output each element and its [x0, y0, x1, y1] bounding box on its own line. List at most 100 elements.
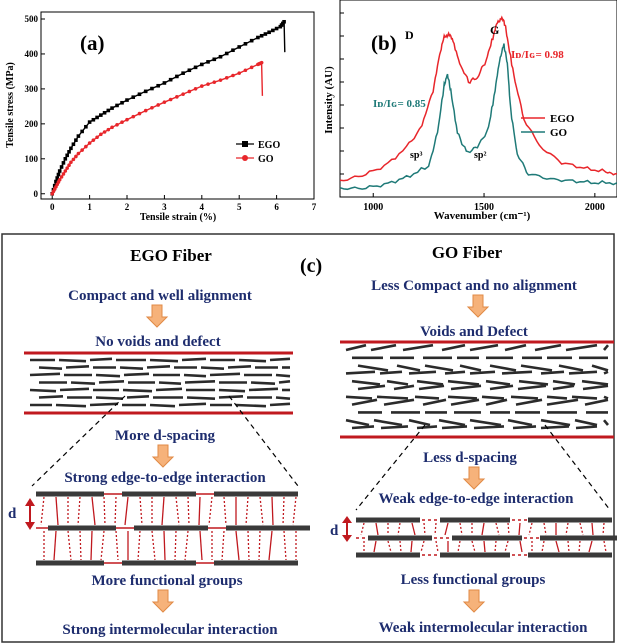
ego-sheet	[29, 388, 57, 393]
annotation-sp2: sp²	[474, 150, 486, 161]
panel-a-point-ego	[102, 110, 107, 115]
go-sheet	[520, 364, 553, 372]
go-sheet	[380, 425, 409, 430]
interlayer-link	[271, 496, 274, 526]
go-sheet	[447, 379, 480, 386]
go-sheet	[441, 425, 468, 430]
go-sheet	[345, 343, 367, 352]
panel-a-point-go	[212, 80, 217, 84]
go-sheet	[408, 418, 431, 427]
ego-title: EGO Fiber	[130, 246, 212, 265]
interlayer-link	[434, 522, 437, 536]
ego-sheet	[227, 365, 252, 369]
go-sheet	[393, 384, 415, 391]
go-arrow-3	[462, 589, 486, 613]
interlayer-link	[459, 522, 463, 536]
panel-a-point-ego	[282, 19, 286, 24]
ego-sheet	[250, 381, 276, 385]
go-sheet	[504, 343, 527, 352]
panel-a-ytick-label: 200	[25, 119, 39, 129]
ego-sheet	[95, 373, 121, 378]
panel-a-frame	[40, 11, 315, 200]
interlayer-link	[223, 496, 227, 526]
go-sheet	[450, 398, 480, 406]
go-sheet	[386, 379, 409, 386]
ego-sheet	[269, 402, 291, 407]
go-sheet	[376, 395, 409, 400]
panel-a-point-go	[200, 84, 204, 88]
go-d-arrow	[342, 516, 352, 542]
ego-sheet	[181, 357, 207, 362]
panel-a-point-ego	[56, 172, 61, 177]
annotation-ratio-ego: Iᴅ/Iɢ= 0.98	[511, 49, 564, 61]
ego-sheet	[58, 358, 87, 363]
panel-a-point-go	[224, 76, 229, 80]
interlayer-link	[163, 530, 166, 561]
interlayer-link	[79, 530, 82, 561]
panel-a-point-go	[243, 68, 248, 73]
go-sheet	[357, 384, 386, 391]
go-sheet	[603, 395, 609, 400]
go-sheet	[416, 425, 438, 430]
ego-sheet	[238, 358, 267, 363]
ego-sheet	[218, 395, 244, 399]
ego-sheet	[278, 380, 291, 384]
panel-a-point-ego	[80, 129, 84, 134]
ego-aligned-sheets	[29, 357, 291, 408]
ego-sheet	[70, 381, 96, 385]
panel-a-point-ego	[67, 150, 71, 154]
go-sheet	[444, 370, 466, 375]
panel-a-point-go	[80, 148, 84, 152]
go-sheet	[558, 364, 584, 372]
panel-a-point-go	[168, 97, 173, 102]
panel-a-point-ego	[106, 108, 111, 113]
go-sheet	[379, 370, 403, 375]
panel-a-ytick-label: 0	[34, 189, 39, 199]
panel-a-point-ego	[200, 62, 204, 67]
interlayer-link	[444, 522, 449, 536]
go-zoom-left	[355, 424, 426, 511]
panel-a-xtick-label: 2	[125, 202, 130, 212]
go-sheet	[603, 370, 609, 375]
ego-sheet	[200, 366, 225, 370]
panel-a-point-ego	[274, 26, 279, 31]
legend-ego: EGO	[258, 140, 280, 151]
panel-a-point-go	[61, 172, 66, 176]
panel-a-point-ego	[99, 113, 103, 117]
panel-a-xtick-label: 6	[274, 202, 279, 212]
go-sheet	[351, 425, 375, 430]
panel-a-xtick-label: 3	[162, 202, 167, 212]
panel-b-xtick-label: 2000	[585, 202, 605, 213]
panel-b-xtick-label: 1000	[363, 202, 383, 213]
panel-b-ylabel: Intensity (AU)	[323, 66, 335, 134]
interlayer-link	[67, 530, 72, 561]
go-sheet	[510, 395, 539, 400]
go-sheet	[422, 398, 447, 406]
panel-b-series-line-ego	[339, 15, 617, 182]
go-arrow-2	[462, 466, 486, 490]
ego-sheet	[119, 366, 144, 370]
panel-a-point-ego	[224, 51, 229, 56]
interlayer-link	[457, 540, 461, 553]
interlayer-link	[504, 540, 509, 553]
panel-a-point-ego	[271, 28, 275, 33]
go-sheet	[552, 384, 575, 391]
ego-step6: Strong intermolecular interaction	[62, 622, 278, 638]
panel-a-point-ego	[55, 176, 60, 180]
ego-step1: Compact and well alignment	[68, 288, 252, 304]
panel-a-point-go	[150, 105, 154, 110]
ego-sheet	[122, 388, 153, 393]
go-sheet	[345, 418, 370, 427]
go-step4: Weak edge-to-edge interaction	[379, 491, 575, 507]
go-sheet	[345, 370, 376, 375]
panel-a-point-ego	[54, 179, 58, 184]
panel-a-point-go	[156, 103, 160, 107]
interlayer-link	[199, 530, 203, 561]
go-sheet	[512, 425, 537, 430]
panel-a-point-go	[71, 157, 76, 162]
ego-sheet	[126, 395, 150, 399]
interlayer-link	[519, 540, 523, 553]
panel-a-point-go	[131, 114, 136, 119]
legend-b-go: GO	[550, 127, 568, 139]
